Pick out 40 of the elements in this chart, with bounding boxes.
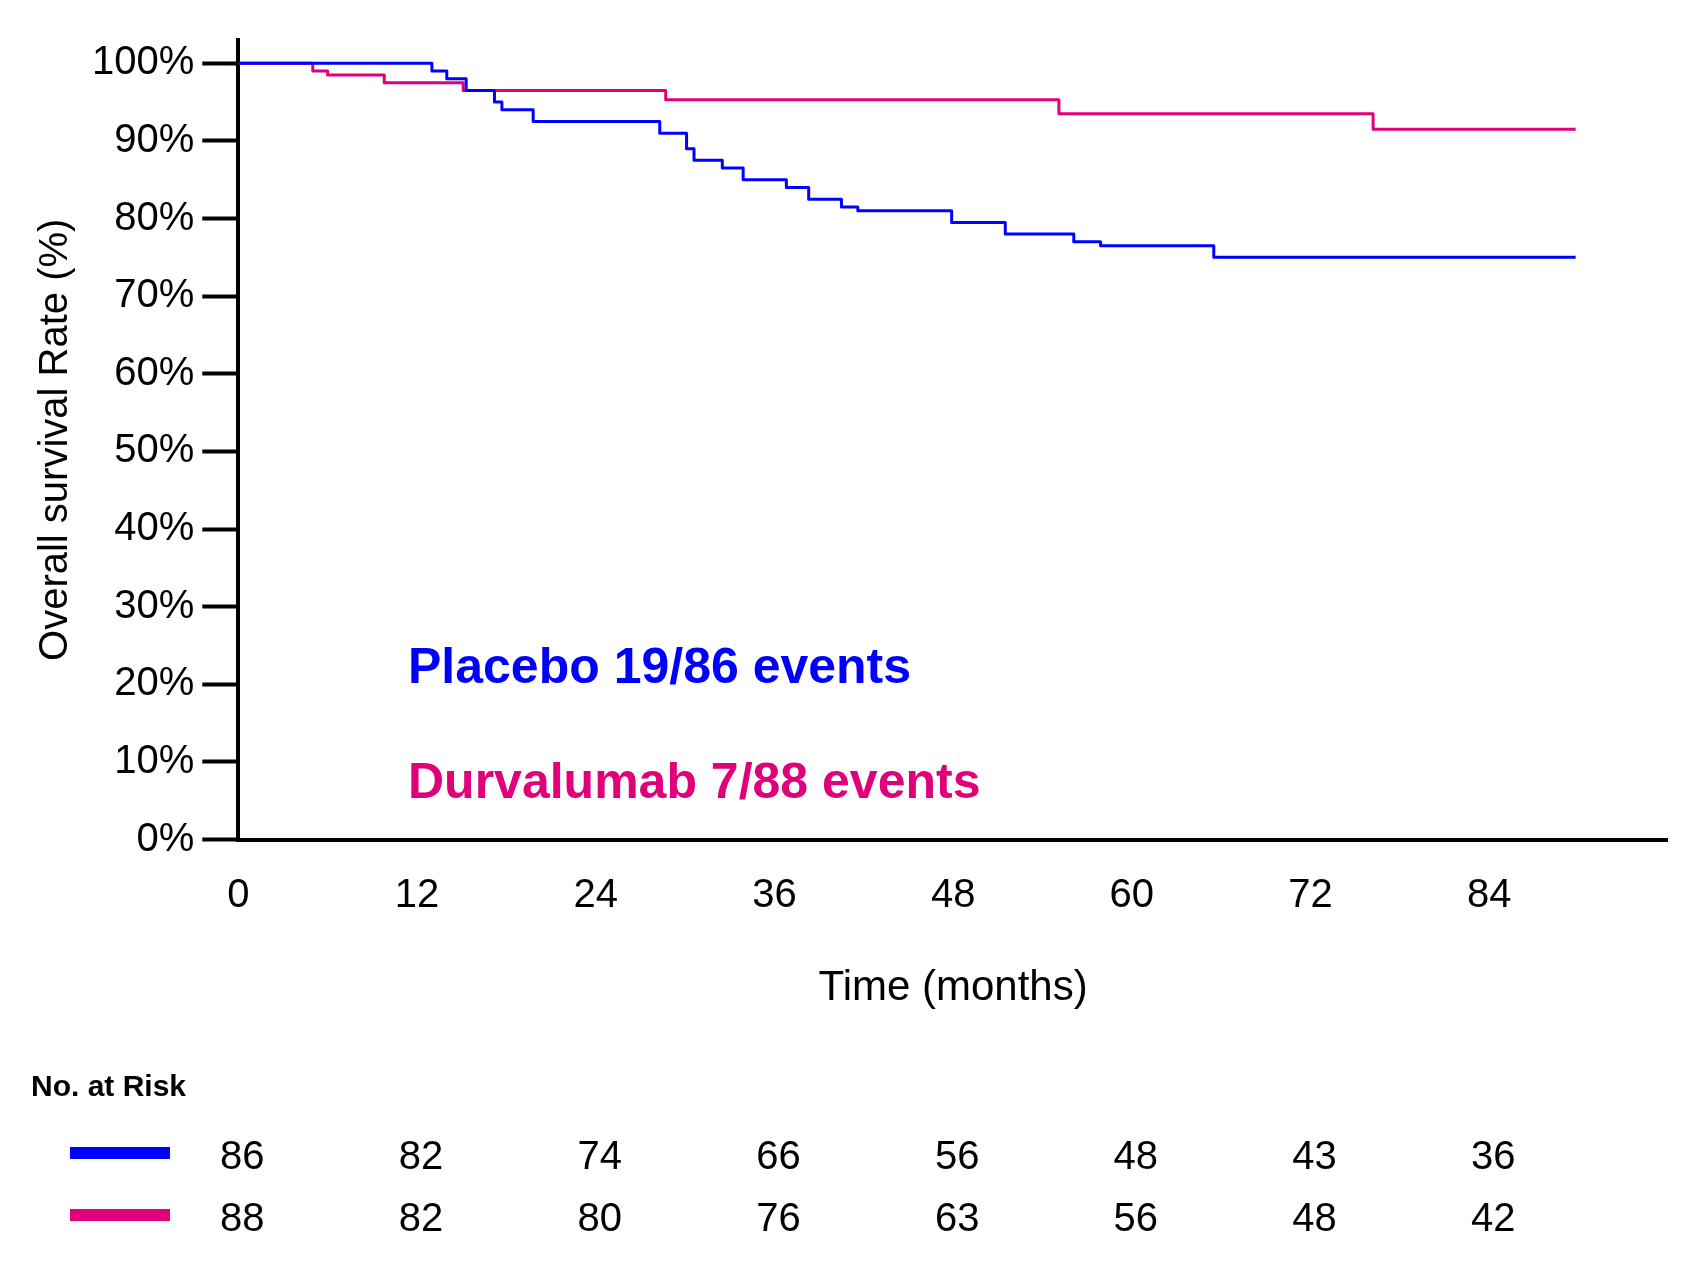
text: 66 xyxy=(756,1133,801,1178)
y-axis-title: Overall survival Rate (%) xyxy=(31,218,76,661)
y-tick-label: 60% xyxy=(114,348,195,393)
y-tick-label: 20% xyxy=(114,659,195,704)
y-tick-label: 10% xyxy=(114,737,195,781)
text: 36 xyxy=(1471,1133,1516,1178)
y-tick-label: 50% xyxy=(114,426,195,471)
y-tick-label: 0% xyxy=(136,814,195,859)
x-tick-label: 48 xyxy=(930,870,976,915)
x-tick-label: 12 xyxy=(394,870,440,915)
x-tick-label: 72 xyxy=(1288,870,1333,915)
text: 82 xyxy=(398,1195,444,1240)
text: 43 xyxy=(1292,1133,1337,1178)
text: 86 xyxy=(220,1133,265,1178)
y-tick-label: 70% xyxy=(114,271,195,316)
annotation: Placebo 19/86 events xyxy=(408,637,912,694)
y-tick-label: 30% xyxy=(114,581,195,626)
y-tick-label: 40% xyxy=(114,504,195,549)
y-tick-label: 80% xyxy=(114,193,195,238)
y-tick-label: 90% xyxy=(114,115,195,160)
text: 82 xyxy=(398,1133,444,1178)
text: 42 xyxy=(1471,1195,1516,1240)
text: No. at Risk xyxy=(31,1069,187,1103)
x-axis-title: Time (months) xyxy=(818,962,1088,1010)
text: 48 xyxy=(1113,1133,1159,1178)
text: 56 xyxy=(1113,1195,1159,1240)
x-tick-label: 84 xyxy=(1467,870,1512,915)
text: 88 xyxy=(220,1195,265,1240)
x-tick-label: 60 xyxy=(1109,870,1155,915)
x-tick-label: 36 xyxy=(752,870,797,915)
text: 74 xyxy=(577,1133,622,1178)
x-tick-label: 24 xyxy=(573,870,618,915)
text: 80 xyxy=(577,1195,622,1240)
text: 48 xyxy=(1292,1195,1337,1240)
text: 76 xyxy=(756,1195,801,1240)
annotation: Durvalumab 7/88 events xyxy=(408,752,981,809)
x-tick-label: 0 xyxy=(227,870,250,915)
text: 56 xyxy=(934,1133,980,1178)
text: 63 xyxy=(934,1195,980,1240)
y-tick-label: 100% xyxy=(91,38,195,83)
